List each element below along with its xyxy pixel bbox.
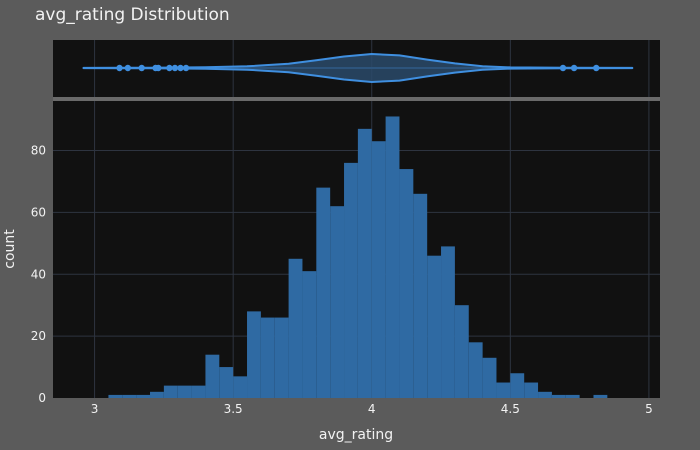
histogram-bar [260, 317, 275, 398]
histogram-bar [344, 162, 358, 398]
x-tick-label: 3 [91, 402, 99, 416]
histogram-bar [468, 342, 483, 398]
marginal-violin [82, 53, 634, 83]
histogram-bar [288, 258, 303, 398]
violin-outlier-point [138, 64, 145, 72]
violin-outlier-point [570, 64, 578, 72]
violin-outlier-point [593, 64, 600, 72]
histogram-bar [191, 385, 206, 398]
histogram-bar [538, 391, 552, 398]
histogram-bar [122, 394, 137, 398]
y-axis-ticks: 0 20 40 60 80 [31, 144, 46, 406]
violin-outlier-point [166, 64, 173, 72]
histogram-bar [302, 271, 317, 398]
violin-outlier-point [177, 64, 184, 72]
x-tick-label: 5 [645, 402, 653, 416]
y-tick-label: 60 [31, 205, 46, 219]
histogram-bar [482, 357, 497, 398]
histogram-bar [593, 394, 608, 398]
histogram-bar [177, 385, 192, 398]
histogram-bar [233, 376, 248, 398]
y-tick-label: 40 [31, 267, 46, 281]
x-tick-label: 4.5 [501, 402, 520, 416]
y-axis-label: count [2, 229, 18, 269]
violin-body [82, 53, 634, 83]
violin-outlier-point [182, 64, 190, 72]
x-tick-label: 4 [368, 402, 376, 416]
histogram-bar [136, 394, 151, 398]
histogram-bar [330, 206, 345, 398]
histogram-bar [496, 382, 511, 398]
histogram-bar [427, 255, 442, 398]
histogram-bar [205, 354, 220, 398]
violin-outlier-point [171, 64, 179, 72]
histogram-bar [385, 116, 400, 398]
histogram-bar [357, 128, 372, 398]
histogram-bar [551, 394, 566, 398]
histogram-bar [316, 187, 331, 398]
y-tick-label: 0 [38, 391, 46, 405]
x-axis-label: avg_rating [319, 427, 393, 443]
violin-outlier-point [155, 64, 162, 72]
histogram-bar [399, 169, 414, 398]
histogram-bar [274, 317, 289, 398]
histogram-bar [510, 373, 525, 398]
violin-outlier-point [116, 64, 123, 72]
histogram-bar [565, 394, 580, 398]
y-tick-label: 80 [31, 144, 46, 158]
histogram-bars [108, 116, 608, 398]
x-tick-label: 3.5 [224, 402, 243, 416]
histogram-bar [524, 382, 539, 398]
x-axis-ticks: 3 3.5 4 4.5 5 [91, 402, 653, 416]
histogram-bar [219, 367, 234, 398]
histogram-bar [108, 394, 123, 398]
violin-outlier-point [124, 64, 132, 72]
y-tick-label: 20 [31, 329, 46, 343]
histogram-bar [454, 305, 469, 398]
panel-separator [53, 97, 660, 101]
histogram-bar [163, 385, 178, 398]
histogram-bar [441, 246, 455, 398]
chart-title: avg_rating Distribution [35, 5, 230, 25]
violin-outlier-point [559, 64, 567, 72]
histogram-bar [413, 193, 428, 398]
histogram-bar [247, 311, 261, 398]
histogram-bar [150, 391, 164, 398]
histogram-bar [371, 141, 386, 398]
